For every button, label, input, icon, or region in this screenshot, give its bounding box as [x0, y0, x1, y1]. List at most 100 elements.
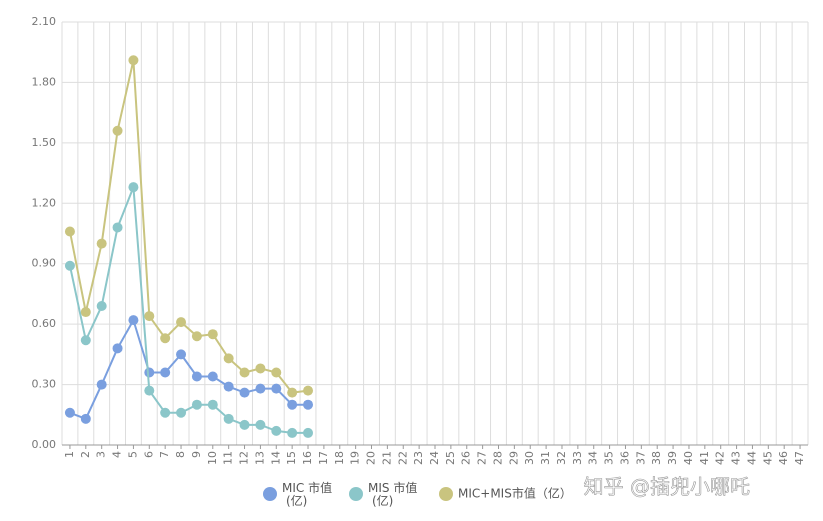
x-tick-label: 13 [253, 451, 266, 465]
point [239, 419, 250, 430]
y-tick-label: 0.30 [32, 378, 57, 391]
point [80, 307, 91, 318]
x-tick-label: 36 [618, 451, 631, 465]
x-tick-label: 45 [761, 451, 774, 465]
y-tick-label: 1.80 [32, 75, 57, 88]
point [160, 407, 171, 418]
point [112, 222, 123, 233]
x-tick-label: 4 [111, 451, 124, 458]
x-tick-label: 11 [222, 451, 235, 465]
x-tick-label: 23 [412, 451, 425, 465]
point [303, 385, 314, 396]
y-tick-label: 2.10 [32, 15, 57, 28]
x-tick-label: 1 [63, 451, 76, 458]
x-tick-label: 33 [571, 451, 584, 465]
point [191, 399, 202, 410]
x-tick-label: 22 [396, 451, 409, 465]
x-tick-label: 30 [523, 451, 536, 465]
x-tick-label: 26 [460, 451, 473, 465]
point [191, 331, 202, 342]
legend-label: MIC 市值(亿) [282, 480, 332, 508]
point [239, 387, 250, 398]
point [160, 367, 171, 378]
point [191, 371, 202, 382]
x-tick-label: 18 [333, 451, 346, 465]
x-tick-label: 38 [650, 451, 663, 465]
point [96, 238, 107, 249]
point [176, 317, 187, 328]
point [287, 427, 298, 438]
point [207, 399, 218, 410]
legend: MIC 市值(亿) MIS 市值(亿) MIC+MIS市值（亿） [263, 480, 572, 508]
x-tick-label: 44 [745, 451, 758, 465]
point [144, 385, 155, 396]
x-tick-label: 24 [428, 451, 441, 465]
point [271, 367, 282, 378]
x-tick-label: 35 [603, 451, 616, 465]
x-tick-label: 16 [301, 451, 314, 465]
legend-marker [439, 487, 453, 501]
x-tick-label: 47 [793, 451, 806, 465]
x-tick-label: 2 [79, 451, 92, 458]
x-tick-label: 3 [95, 451, 108, 458]
point [271, 425, 282, 436]
x-tick-label: 31 [539, 451, 552, 465]
point [287, 399, 298, 410]
point [176, 407, 187, 418]
point [255, 383, 266, 394]
point [207, 329, 218, 340]
point [96, 301, 107, 312]
point [303, 399, 314, 410]
series-line [68, 60, 309, 394]
legend-marker [349, 487, 363, 501]
x-tick-label: 6 [142, 451, 155, 458]
series-line [69, 317, 309, 421]
x-tick-label: 8 [174, 451, 187, 458]
x-tick-label: 20 [365, 451, 378, 465]
point [239, 367, 250, 378]
x-tick-label: 10 [206, 451, 219, 465]
point [144, 311, 155, 322]
point [303, 427, 314, 438]
x-tick-label: 15 [285, 451, 298, 465]
point [64, 407, 75, 418]
point [128, 55, 139, 66]
x-tick-label: 7 [158, 451, 171, 458]
x-tick-label: 12 [238, 451, 251, 465]
legend-label: MIS 市值(亿) [368, 480, 417, 508]
point [255, 363, 266, 374]
x-tick-label: 17 [317, 451, 330, 465]
legend-label: MIC+MIS市值（亿） [458, 486, 572, 501]
legend-marker [263, 487, 277, 501]
y-tick-label: 1.20 [32, 196, 57, 209]
x-tick-label: 21 [380, 451, 393, 465]
point [128, 182, 139, 193]
x-tick-label: 14 [269, 451, 282, 465]
x-tick-label: 37 [634, 451, 647, 465]
point [128, 315, 139, 326]
y-tick-label: 0.60 [32, 317, 57, 330]
x-tick-label: 41 [698, 451, 711, 465]
point [271, 383, 282, 394]
point [207, 371, 218, 382]
x-tick-label: 34 [587, 451, 600, 465]
point [64, 260, 75, 271]
x-tick-label: 27 [476, 451, 489, 465]
point [64, 226, 75, 237]
point [287, 387, 298, 398]
x-tick-label: 25 [444, 451, 457, 465]
point [112, 343, 123, 354]
point [80, 335, 91, 346]
x-tick-label: 46 [777, 451, 790, 465]
x-tick-label: 19 [349, 451, 362, 465]
x-tick-label: 5 [126, 451, 139, 458]
point [144, 367, 155, 378]
point [96, 379, 107, 390]
point [255, 419, 266, 430]
y-tick-label: 1.50 [32, 136, 57, 149]
x-tick-label: 9 [190, 451, 203, 458]
series-line [68, 186, 309, 434]
x-tick-label: 40 [682, 451, 695, 465]
point [223, 413, 234, 424]
